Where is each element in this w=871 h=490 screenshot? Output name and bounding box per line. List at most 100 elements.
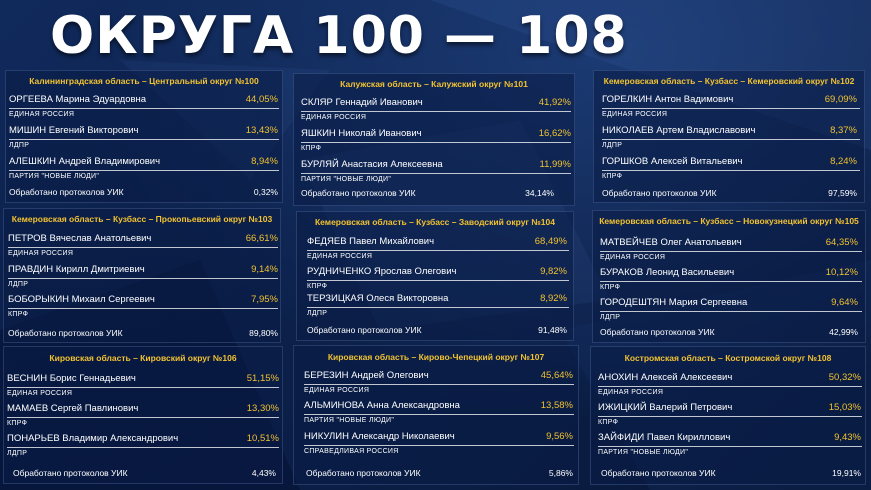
candidate-percent: 8,92% (540, 293, 567, 304)
candidate-party: ЕДИНАЯ РОССИЯ (9, 111, 75, 118)
candidate-percent: 50,32% (828, 372, 861, 383)
candidate-party: ЕДИНАЯ РОССИЯ (7, 390, 73, 397)
candidate-name: ПРАВДИН Кирилл Дмитриевич (8, 264, 145, 275)
candidate-party: ЕДИНАЯ РОССИЯ (304, 387, 370, 394)
candidate-name: АНОХИН Алексей Алексеевич (598, 372, 733, 383)
divider (8, 308, 278, 309)
divider (9, 170, 279, 171)
candidate-percent: 9,64% (831, 297, 858, 308)
divider (7, 417, 279, 418)
district-card-101: Калужская область – Калужский округ №101… (293, 73, 575, 206)
divider (598, 416, 862, 417)
candidate-percent: 51,15% (246, 373, 279, 384)
candidate-name: ЯШКИН Николай Иванович (301, 128, 422, 139)
candidate-name: БУРЛЯЙ Анастасия Алексеевна (301, 159, 443, 170)
candidate-percent: 9,82% (540, 266, 567, 277)
divider (600, 251, 862, 252)
candidate-percent: 13,30% (246, 403, 279, 414)
candidate-party: ЛДПР (602, 142, 623, 149)
candidate-percent: 8,94% (251, 156, 278, 167)
protocols-value: 0,32% (253, 187, 278, 197)
candidate-party: КПРФ (8, 311, 29, 318)
candidate-party: ЛДПР (9, 142, 30, 149)
candidate-party: КПРФ (598, 419, 619, 426)
protocols-value: 34,14% (525, 188, 554, 198)
district-card-104: Кемеровская область – Кузбасс – Заводски… (296, 211, 574, 341)
district-title: Кемеровская область – Кузбасс – Прокопье… (11, 214, 273, 224)
divider (307, 307, 569, 308)
candidate-name: ПЕТРОВ Вячеслав Анатольевич (8, 233, 152, 244)
candidate-percent: 10,12% (825, 267, 858, 278)
candidate-party: ЕДИНАЯ РОССИЯ (602, 111, 668, 118)
candidate-party: ЕДИНАЯ РОССИЯ (8, 250, 74, 257)
candidate-party: КПРФ (602, 173, 623, 180)
candidate-name: БЕРЕЗИН Андрей Олегович (304, 370, 429, 381)
candidate-name: ГОРОДЕШТЯН Мария Сергеевна (600, 297, 748, 308)
candidate-name: АЛЕШКИН Андрей Владимирович (9, 156, 161, 167)
candidate-percent: 66,61% (245, 233, 278, 244)
district-title: Калужская область – Калужский округ №101 (340, 79, 528, 89)
district-card-100: Калининградская область – Центральный ок… (5, 70, 283, 203)
candidate-name: НИКУЛИН Александр Николаевич (304, 431, 455, 442)
candidate-party: СПРАВЕДЛИВАЯ РОССИЯ (304, 448, 399, 455)
district-card-106: Кировская область – Кировский округ №106… (3, 346, 283, 484)
candidate-party: ПАРТИЯ "НОВЫЕ ЛЮДИ" (598, 449, 689, 456)
protocols-value: 91,48% (538, 325, 567, 335)
candidate-percent: 45,64% (540, 370, 573, 381)
candidate-party: ЕДИНАЯ РОССИЯ (301, 114, 367, 121)
divider (598, 386, 862, 387)
candidate-party: ЛДПР (307, 310, 328, 317)
candidate-percent: 69,09% (824, 94, 857, 105)
divider (307, 250, 569, 251)
candidate-name: АЛЬМИНОВА Анна Александровна (304, 400, 460, 411)
candidate-percent: 9,56% (546, 431, 573, 442)
district-card-107: Кировская область – Кирово-Чепецкий окру… (293, 345, 579, 485)
protocols-value: 19,91% (832, 468, 861, 478)
protocols-label: Обработано протоколов УИК (307, 325, 422, 335)
candidate-percent: 11,99% (539, 159, 571, 170)
protocols-label: Обработано протоколов УИК (13, 468, 128, 478)
candidate-name: ГОРЕЛКИН Антон Вадимович (602, 94, 734, 105)
divider (602, 170, 860, 171)
candidate-name: ВЕСНИН Борис Геннадьевич (7, 373, 136, 384)
protocols-value: 97,59% (828, 188, 857, 198)
protocols-label: Обработано протоколов УИК (602, 188, 717, 198)
candidate-party: ПАРТИЯ "НОВЫЕ ЛЮДИ" (9, 173, 100, 180)
divider (301, 111, 571, 112)
district-title: Кировская область – Кирово-Чепецкий окру… (327, 352, 545, 362)
divider (7, 387, 279, 388)
candidate-name: ОРГЕЕВА Марина Эдуардовна (9, 94, 147, 105)
district-title: Костромская область – Костромской округ … (624, 353, 832, 363)
page-title: ОКРУГА 100 — 108 (50, 6, 628, 66)
divider (9, 139, 279, 140)
candidate-percent: 13,58% (540, 400, 573, 411)
divider (304, 445, 574, 446)
candidate-party: ПАРТИЯ "НОВЫЕ ЛЮДИ" (304, 417, 395, 424)
candidate-party: КПРФ (307, 283, 328, 290)
divider (8, 247, 278, 248)
candidate-party: ЛДПР (7, 450, 28, 457)
candidate-percent: 7,95% (251, 294, 278, 305)
candidate-party: ЕДИНАЯ РОССИЯ (598, 389, 664, 396)
protocols-label: Обработано протоколов УИК (301, 188, 416, 198)
district-card-105: Кемеровская область – Кузбасс – Новокузн… (592, 210, 866, 343)
divider (602, 139, 860, 140)
protocols-value: 4,43% (251, 468, 276, 478)
candidate-name: ИЖИЦКИЙ Валерий Петрович (598, 402, 733, 413)
divider (301, 173, 571, 174)
candidate-name: ЗАЙФИДИ Павел Кириллович (598, 432, 731, 443)
district-title: Калининградская область – Центральный ок… (29, 76, 259, 86)
protocols-label: Обработано протоколов УИК (9, 187, 124, 197)
candidate-party: ЛДПР (8, 281, 29, 288)
district-card-108: Костромская область – Костромской округ … (590, 346, 866, 485)
candidate-percent: 9,14% (251, 264, 278, 275)
protocols-label: Обработано протоколов УИК (601, 468, 716, 478)
candidate-name: МАМАЕВ Сергей Павлинович (7, 403, 139, 414)
candidate-percent: 15,03% (828, 402, 861, 413)
candidate-party: ПАРТИЯ "НОВЫЕ ЛЮДИ" (301, 176, 392, 183)
protocols-value: 5,86% (548, 468, 573, 478)
divider (7, 447, 279, 448)
candidate-percent: 8,24% (830, 156, 857, 167)
candidate-name: РУДНИЧЕНКО Ярослав Олегович (307, 266, 457, 277)
protocols-label: Обработано протоколов УИК (306, 468, 421, 478)
